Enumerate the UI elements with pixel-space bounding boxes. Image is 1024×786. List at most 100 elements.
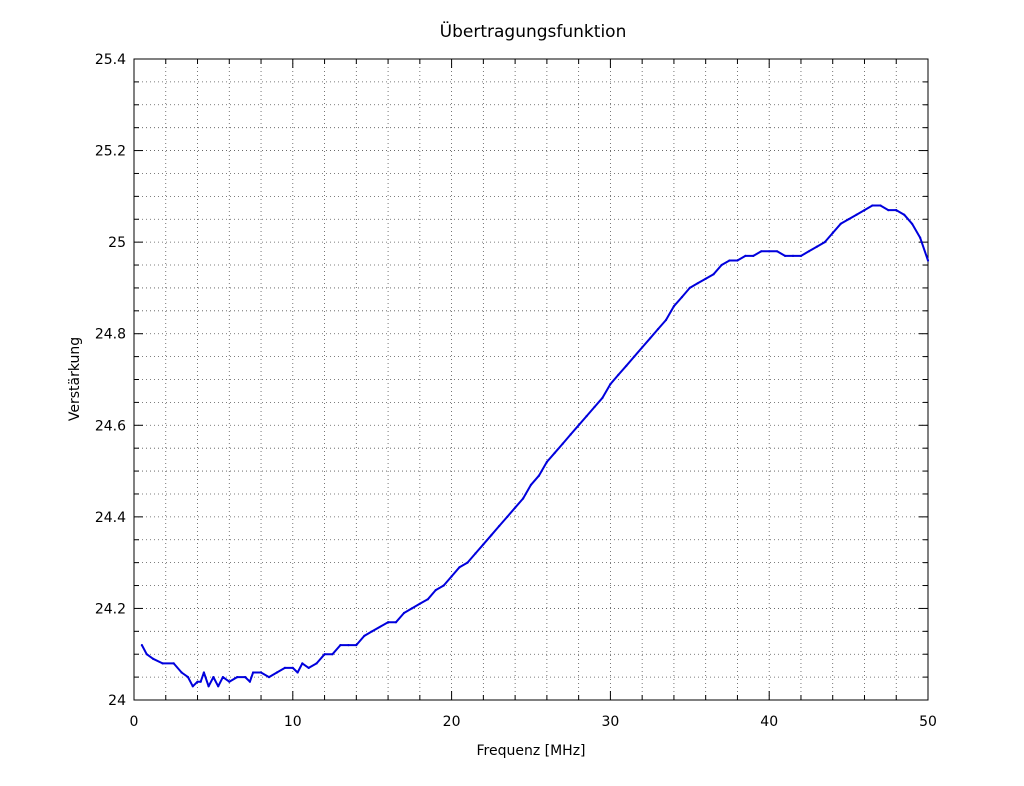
data-point [152,658,154,660]
data-point [187,676,189,678]
data-point [146,653,148,655]
data-point [863,209,865,211]
data-point [649,337,651,339]
data-point [911,223,913,225]
data-point [162,662,164,664]
data-point [546,461,548,463]
data-point [792,255,794,257]
data-point [482,543,484,545]
data-point [633,356,635,358]
y-tick-label: 24.4 [95,510,126,526]
data-point [601,397,603,399]
data-point [403,612,405,614]
data-point [196,681,198,683]
data-point [752,255,754,257]
data-point [276,671,278,673]
data-point [244,676,246,678]
y-tick-label: 24.6 [95,418,126,434]
y-tick-label: 24 [108,693,126,709]
data-point [522,497,524,499]
data-point [331,653,333,655]
data-point [609,383,611,385]
x-tick-label: 50 [919,714,937,730]
data-point [784,255,786,257]
y-tick-label: 25.4 [95,52,126,68]
x-tick-label: 40 [760,714,778,730]
data-point [617,374,619,376]
data-point [832,232,834,234]
data-point [895,209,897,211]
data-point [736,259,738,261]
data-point [203,671,205,673]
data-point [260,671,262,673]
data-point [236,676,238,678]
data-point [816,246,818,248]
data-point [657,328,659,330]
data-point [427,598,429,600]
data-point [530,484,532,486]
data-point [800,255,802,257]
y-tick-label: 24.2 [95,601,126,617]
data-point [498,525,500,527]
y-tick-label: 24.8 [95,327,126,343]
data-point [538,475,540,477]
data-point [355,644,357,646]
data-point [506,516,508,518]
data-point [840,223,842,225]
data-point [339,644,341,646]
data-point [249,681,251,683]
data-point [474,552,476,554]
x-axis-title: Frequenz [MHz] [476,743,585,759]
data-point [768,250,770,252]
data-point [919,237,921,239]
data-point [181,671,183,673]
data-point [570,433,572,435]
data-point [208,685,210,687]
data-point [324,653,326,655]
x-tick-label: 20 [443,714,461,730]
data-point [212,676,214,678]
data-point [316,662,318,664]
data-point [200,681,202,683]
y-tick-label: 25.2 [95,144,126,160]
data-point [562,443,564,445]
data-point [228,681,230,683]
data-point [665,319,667,321]
data-point [744,255,746,257]
data-point [625,365,627,367]
data-point [760,250,762,252]
data-point [887,209,889,211]
data-point [824,241,826,243]
data-point [141,644,143,646]
data-point [713,273,715,275]
data-point [927,259,929,261]
data-point [308,667,310,669]
data-point [173,662,175,664]
data-point [848,218,850,220]
data-point [451,575,453,577]
data-point [728,259,730,261]
data-point [681,296,683,298]
data-point [387,621,389,623]
data-point [297,671,299,673]
y-axis-title: Verstärkung [67,337,83,421]
x-tick-label: 0 [130,714,139,730]
data-point [419,603,421,605]
data-point [292,667,294,669]
data-point [776,250,778,252]
chart-title: Übertragungsfunktion [440,20,627,42]
data-point [268,676,270,678]
data-point [586,415,588,417]
x-tick-label: 30 [601,714,619,730]
data-point [490,534,492,536]
data-point [689,287,691,289]
data-point [855,214,857,216]
data-point [578,424,580,426]
data-point [871,204,873,206]
data-point [879,204,881,206]
data-point [301,662,303,664]
data-point [705,278,707,280]
data-point [435,589,437,591]
